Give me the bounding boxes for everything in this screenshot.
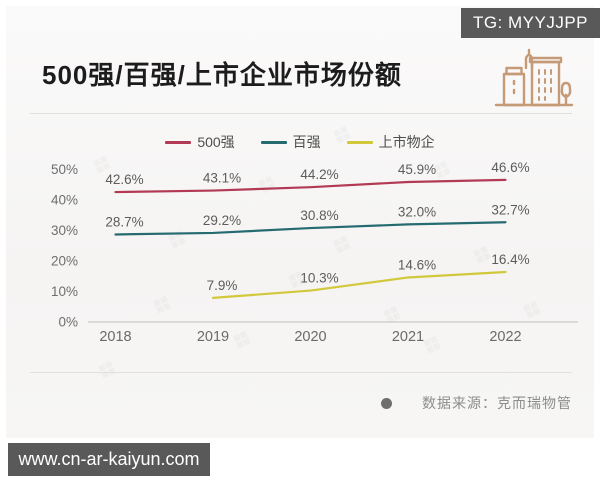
data-point-label: 16.4% (491, 252, 529, 267)
chart-legend: 500强 百强 上市物企 (0, 132, 600, 152)
legend-label: 上市物企 (378, 134, 435, 150)
legend-line-swatch-teal (260, 140, 287, 144)
source-row: 数据来源：克而瑞物管 (0, 392, 572, 414)
legend-item-baiqiang: 百强 (260, 132, 321, 152)
data-point-label: 30.8% (300, 208, 338, 223)
y-axis-tick-label: 10% (51, 284, 78, 299)
x-axis-tick-label: 2020 (294, 329, 326, 345)
y-axis-tick-label: 0% (58, 315, 78, 330)
footer-divider (30, 372, 572, 373)
x-axis-tick-label: 2018 (99, 329, 131, 345)
y-axis-tick-label: 30% (51, 223, 78, 238)
data-point-label: 32.0% (398, 204, 436, 219)
y-axis-tick-label: 20% (51, 254, 78, 269)
x-axis-tick-label: 2022 (489, 329, 521, 345)
legend-item-500qiang: 500强 (165, 132, 235, 152)
x-axis-tick-label: 2019 (197, 329, 229, 345)
tg-badge: TG: MYYJJPP (461, 8, 600, 38)
data-point-label: 29.2% (203, 213, 241, 228)
series-line (114, 178, 507, 194)
y-axis-tick-label: 40% (51, 193, 78, 208)
page-title: 500强/百强/上市企业市场份额 (42, 60, 402, 90)
data-point-label: 28.7% (105, 214, 143, 229)
legend-label: 500强 (197, 134, 235, 150)
data-point-label: 42.6% (105, 172, 143, 187)
legend-line-swatch-yellow (346, 140, 373, 144)
data-point-label: 10.3% (300, 271, 338, 286)
data-point-label: 7.9% (207, 278, 238, 293)
legend-label: 百强 (292, 134, 321, 150)
market-share-line-chart: 0% 10% 20% 30% 40% 50% 42.6% 43.1% 44.2% 45.9% 46.… (51, 160, 578, 345)
header-divider (30, 113, 572, 114)
data-point-label: 14.6% (398, 257, 436, 272)
legend-item-shangshiwuqi: 上市物企 (346, 132, 435, 152)
city-buildings-icon (492, 48, 576, 115)
series-line (114, 221, 507, 236)
y-axis-tick-label: 50% (51, 162, 78, 177)
data-point-label: 45.9% (398, 162, 436, 177)
site-watermark-badge: www.cn-ar-kaiyun.com (8, 443, 210, 476)
data-source-label: 数据来源：克而瑞物管 (422, 395, 572, 411)
legend-line-swatch-red (165, 140, 192, 144)
data-point-label: 32.7% (491, 202, 529, 217)
data-point-label: 44.2% (300, 167, 338, 182)
x-axis-tick-label: 2021 (392, 329, 424, 345)
data-point-label: 43.1% (203, 171, 241, 186)
series-line (211, 270, 507, 300)
dot-icon (381, 397, 392, 409)
data-point-label: 46.6% (491, 160, 529, 175)
